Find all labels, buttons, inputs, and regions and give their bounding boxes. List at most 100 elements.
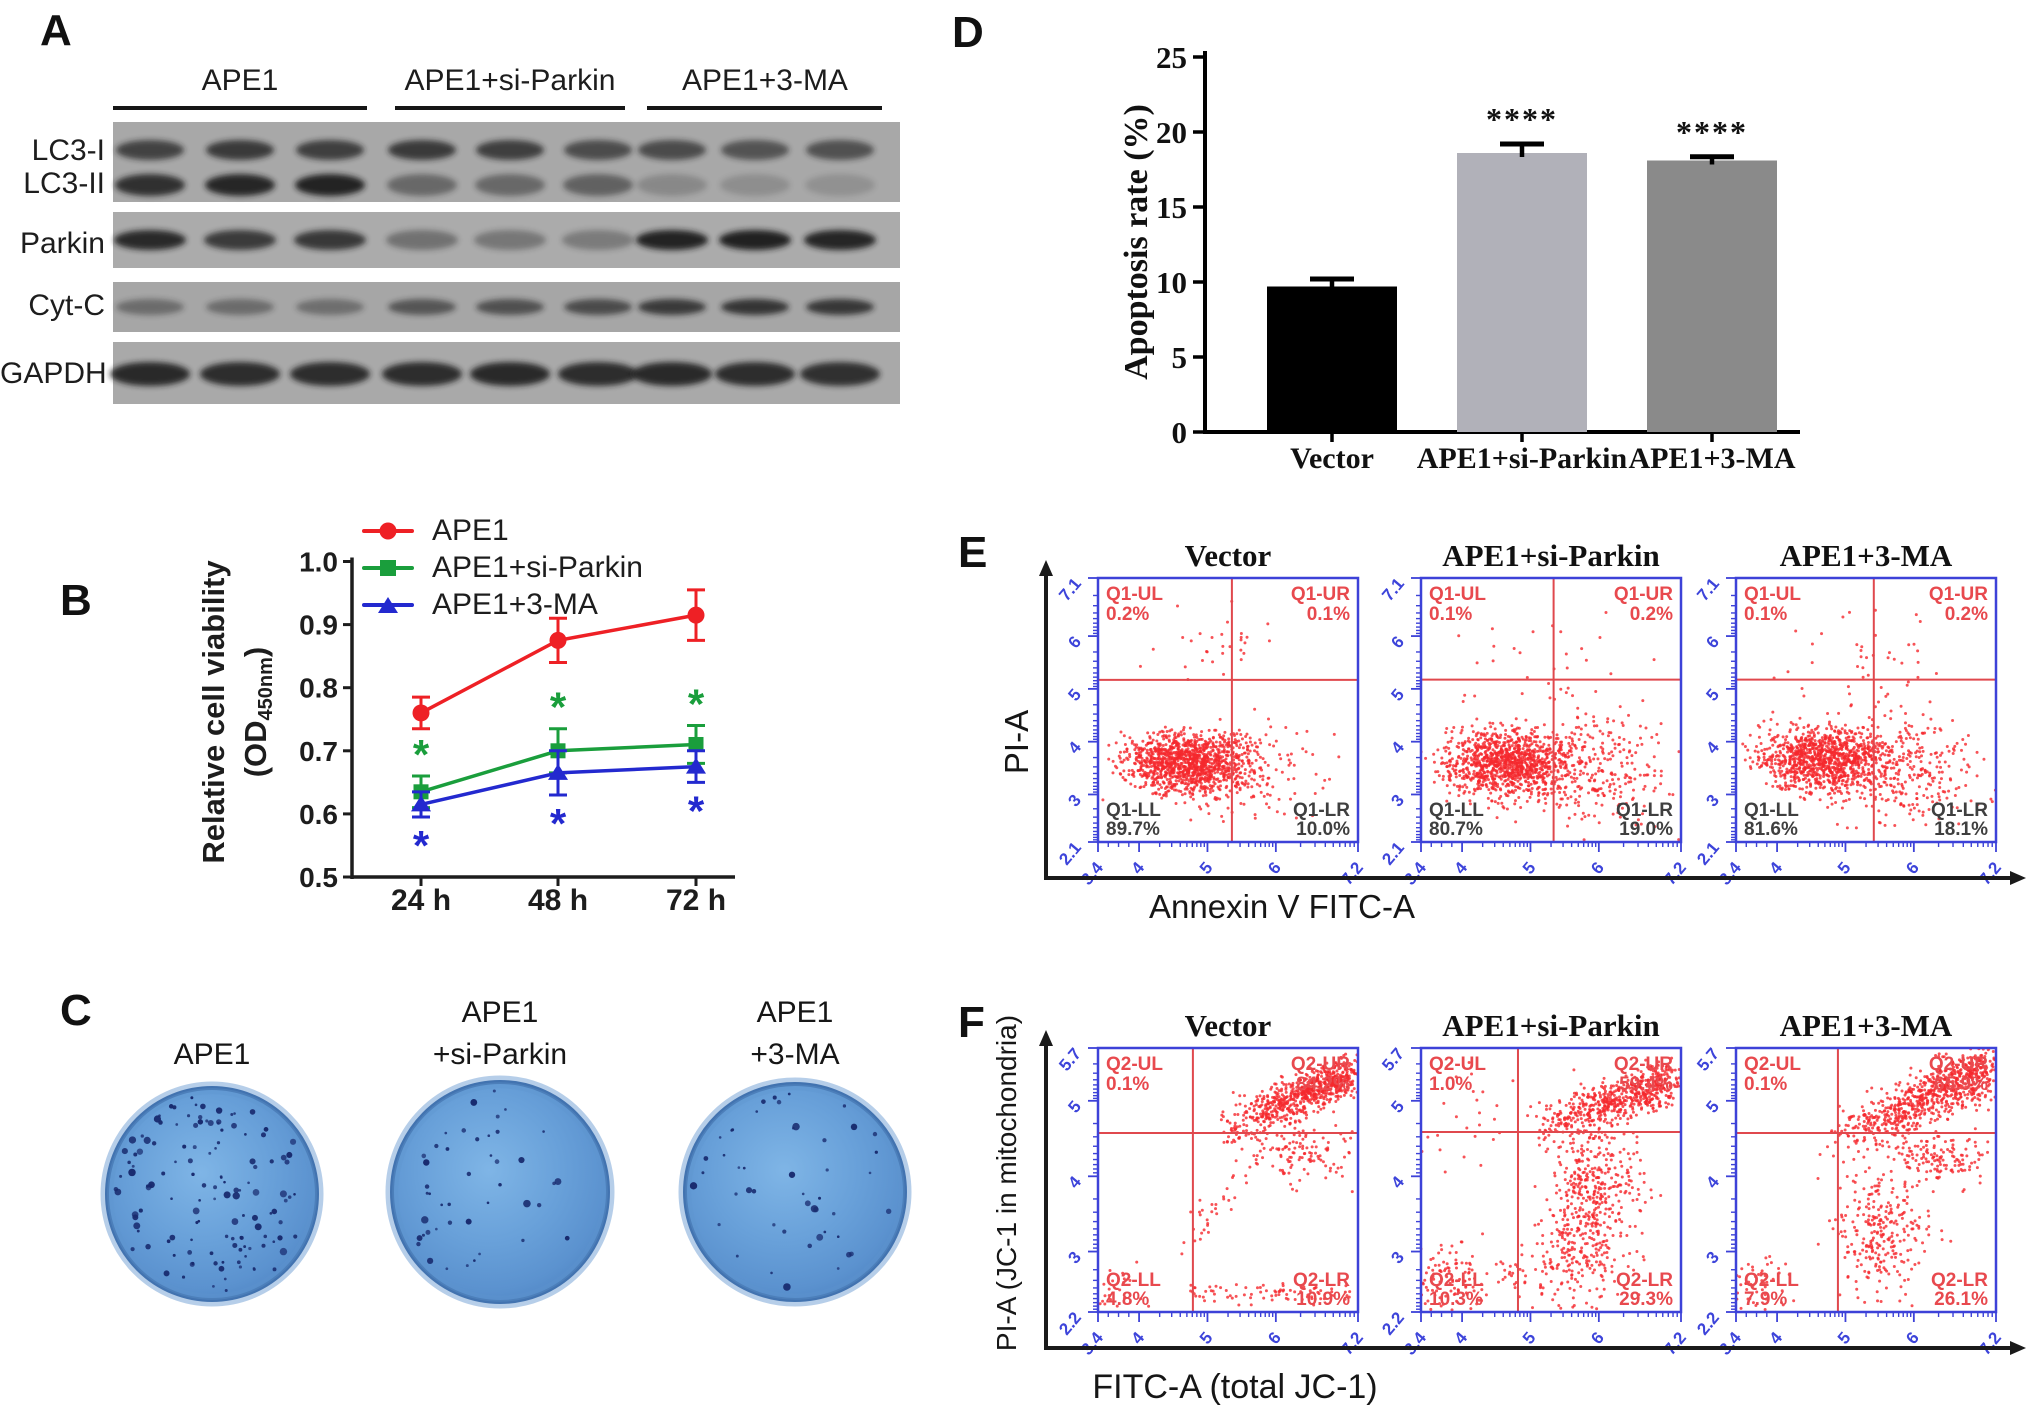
f-x-tick-label: 3.4	[1077, 1328, 1107, 1359]
b-significance-star: *	[413, 822, 430, 869]
quadrant-label-Q1-UR: Q1-UR	[1929, 584, 1988, 605]
blot-band	[116, 140, 184, 160]
blot-band	[296, 299, 364, 315]
b-x-tick-24h: 24 h	[390, 884, 452, 917]
quadrant-value-Q2-LR: 10.9%	[1296, 1289, 1350, 1310]
blot-band	[387, 174, 457, 196]
f-x-axis-title: FITC-A (total JC-1)	[1092, 1368, 1378, 1406]
blot-row-label-lc3-1: LC3-I	[31, 134, 105, 167]
panel-letter-D: D	[952, 8, 984, 57]
blot-band	[638, 140, 706, 160]
e-y-tick-label: 5	[1064, 685, 1085, 704]
apoptosis-bar-chart: 0 5 10 15 20 25 **** ****	[1156, 40, 1800, 450]
e-y-tick-label: 7.1	[1693, 574, 1723, 604]
e-y-tick-label: 3	[1064, 791, 1085, 810]
dish-label-ape1: APE1	[173, 1038, 251, 1071]
blot-row-label-lc3-2: LC3-II	[23, 167, 105, 200]
e-y-axis-title: PI-A	[998, 709, 1035, 775]
blot-band	[564, 299, 632, 315]
quadrant-value-Q1-LR: 19.0%	[1619, 819, 1673, 840]
legend-marker-circle	[362, 521, 414, 541]
colony-dish-2	[683, 1082, 907, 1302]
e-x-tick-label: 6	[1587, 858, 1608, 877]
f-plot-title-vector: Vector	[1184, 1008, 1272, 1043]
b-y-axis-title: Relative cell viability (OD450nm)	[193, 482, 283, 942]
e-x-tick-label: 7.2	[1660, 858, 1690, 888]
f-scatter-dots	[1098, 1052, 1358, 1308]
d-y-tick-label: 10	[1156, 265, 1187, 300]
quadrant-value-Q1-UL: 0.1%	[1744, 604, 1787, 625]
e-x-tick-label: 6	[1264, 858, 1285, 877]
quadrant-value-Q1-LR: 18.1%	[1934, 819, 1988, 840]
f-x-tick-label: 7.2	[1660, 1328, 1690, 1358]
group-underline-2	[395, 106, 625, 110]
blot-band	[205, 174, 275, 196]
quadrant-label-Q2-UL: Q2-UL	[1106, 1054, 1163, 1075]
blot-band	[806, 299, 874, 315]
e-y-tick-label: 4	[1702, 738, 1723, 758]
e-y-tick-label: 4	[1387, 738, 1408, 758]
legend-item-3ma: APE1+3-MA	[362, 588, 598, 621]
blot-band	[476, 140, 544, 160]
panel-letter-E: E	[958, 528, 988, 577]
f-x-tick-label: 7.2	[1975, 1328, 2005, 1358]
e-x-tick-label: 5	[1196, 858, 1217, 877]
b-x-tick-48h: 48 h	[527, 884, 589, 917]
e-x-tick-label: 3.4	[1715, 858, 1745, 889]
blot-band	[637, 174, 707, 196]
f-scatter-dots	[1421, 1056, 1681, 1312]
dish-label-3ma: APE1 +3-MA	[750, 996, 840, 1071]
blot-band	[295, 174, 365, 196]
legend-item-si-parkin: APE1+si-Parkin	[362, 551, 643, 584]
quadrant-value-Q2-UL: 0.1%	[1744, 1074, 1787, 1095]
e-x-tick-label: 3.4	[1077, 858, 1107, 889]
blot-band	[804, 230, 876, 250]
blot-band	[562, 230, 634, 250]
quadrant-value-Q1-LR: 10.0%	[1296, 819, 1350, 840]
e-plot-title-3ma: APE1+3-MA	[1779, 538, 1953, 573]
f-y-tick-label: 4	[1387, 1172, 1408, 1192]
dish-label-si-parkin: APE1 +si-Parkin	[432, 996, 568, 1071]
e-x-tick-label: 6	[1902, 858, 1923, 877]
f-y-tick-label: 2.2	[1693, 1308, 1723, 1338]
f-plot-title-si-parkin: APE1+si-Parkin	[1442, 1008, 1660, 1043]
blot-band	[564, 140, 632, 160]
e-y-tick-label: 2.1	[1055, 838, 1085, 868]
blot-band	[388, 140, 456, 160]
quadrant-label-Q1-UR: Q1-UR	[1291, 584, 1350, 605]
legend-item-ape1: APE1	[362, 514, 509, 547]
e-x-tick-label: 7.2	[1975, 858, 2005, 888]
blot-band	[204, 230, 276, 250]
blot-group-header-2: APE1+si-Parkin	[404, 64, 616, 97]
f-plot-title-3ma: APE1+3-MA	[1779, 1008, 1953, 1043]
quadrant-label-Q1-UL: Q1-UL	[1106, 584, 1163, 605]
e-y-tick-label: 4	[1064, 738, 1085, 758]
group-underline-1	[113, 106, 367, 110]
quadrant-label-Q1-UL: Q1-UL	[1429, 584, 1486, 605]
blot-row-label-cytc: Cyt-C	[28, 289, 105, 322]
quadrant-value-Q1-UR: 0.1%	[1307, 604, 1350, 625]
f-x-tick-label: 3.4	[1400, 1328, 1430, 1359]
blot-band	[558, 362, 638, 386]
quadrant-value-Q2-LL: 10.3%	[1429, 1289, 1483, 1310]
blot-band	[294, 230, 366, 250]
quadrant-label-Q2-UR: Q2-UR	[1614, 1054, 1673, 1075]
blot-band	[388, 299, 456, 315]
blot-band	[806, 140, 874, 160]
quadrant-value-Q2-UL: 1.0%	[1429, 1074, 1472, 1095]
e-y-tick-label: 6	[1387, 632, 1408, 651]
e-x-tick-label: 4	[1451, 858, 1472, 878]
f-x-tick-label: 5	[1519, 1328, 1540, 1347]
panel-letter-A: A	[40, 6, 72, 55]
f-y-tick-label: 5	[1064, 1097, 1085, 1116]
blot-band	[296, 140, 364, 160]
quadrant-label-Q2-UR: Q2-UR	[1929, 1054, 1988, 1075]
quadrant-value-Q1-UR: 0.2%	[1945, 604, 1988, 625]
e-y-tick-label: 7.1	[1378, 574, 1408, 604]
blot-band	[200, 362, 280, 386]
quadrant-label-Q2-UL: Q2-UL	[1429, 1054, 1486, 1075]
e-x-axis-title: Annexin V FITC-A	[1149, 888, 1415, 925]
b-y-tick-label: 0.7	[299, 736, 338, 767]
